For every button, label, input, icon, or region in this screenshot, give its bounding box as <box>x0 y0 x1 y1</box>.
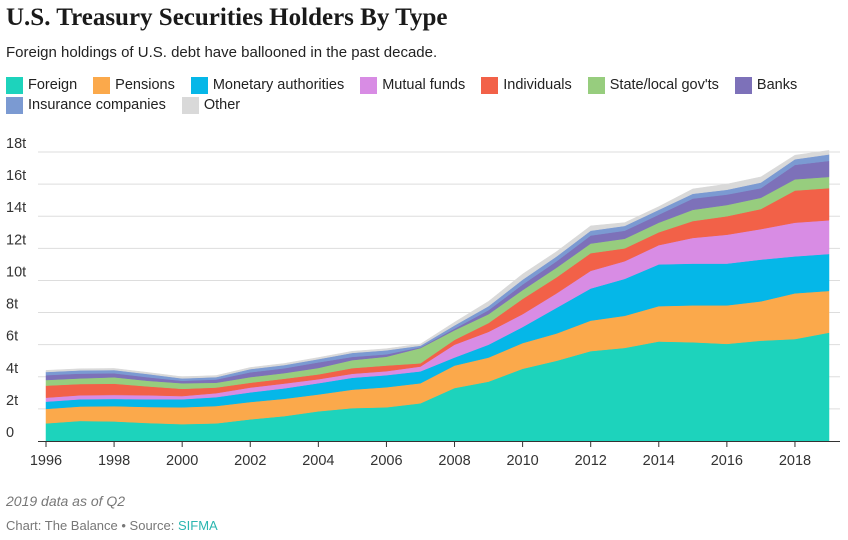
legend-item-individuals: Individuals <box>481 76 572 94</box>
chart-credit: Chart: The Balance • Source: SIFMA <box>6 518 218 533</box>
chart-title: U.S. Treasury Securities Holders By Type <box>6 4 448 31</box>
x-tick-label: 2006 <box>370 453 402 469</box>
legend-item-other: Other <box>181 96 241 114</box>
y-tick-label: 14t <box>6 200 26 216</box>
legend-item-banks: Banks <box>734 76 798 94</box>
x-tick-label: 2000 <box>166 453 198 469</box>
x-tick-label: 2018 <box>779 453 811 469</box>
legend-item-insurance-companies: Insurance companies <box>6 96 166 114</box>
x-tick-label: 2016 <box>711 453 743 469</box>
legend-label: Insurance companies <box>28 97 166 113</box>
x-tick-label: 2002 <box>234 453 266 469</box>
legend-swatch <box>481 76 499 94</box>
legend-swatch <box>6 96 23 114</box>
x-tick-label: 2014 <box>643 453 675 469</box>
legend-swatch <box>6 76 23 94</box>
legend-swatch <box>360 76 378 94</box>
legend-label: Foreign <box>28 77 78 93</box>
data-note: 2019 data as of Q2 <box>6 493 126 509</box>
legend-item-foreign: Foreign <box>6 76 78 94</box>
chart-legend: Foreign Pensions Monetary authorities Mutua… <box>6 76 842 114</box>
legend-label: Pensions <box>115 77 175 93</box>
legend-label: Mutual funds <box>382 77 466 93</box>
x-tick-label: 1996 <box>30 453 62 469</box>
area-other <box>45 150 830 379</box>
y-tick-label: 8t <box>6 297 18 313</box>
x-tick-label: 2012 <box>575 453 607 469</box>
x-tick-label: 1998 <box>98 453 130 469</box>
legend-swatch <box>181 96 199 114</box>
y-tick-label: 10t <box>6 264 26 280</box>
axes: 0 2t 4t 6t 8t 10t 12t 14t 16t 18t 1996 1998 2000 2002… <box>6 136 840 469</box>
x-tick-label: 2008 <box>438 453 470 469</box>
legend-item-pensions: Pensions <box>93 76 175 94</box>
chart-subtitle: Foreign holdings of U.S. debt have ballo… <box>6 44 438 61</box>
credit-prefix: Chart: The Balance • Source: <box>6 518 178 533</box>
area-series <box>45 150 830 442</box>
y-tick-label: 16t <box>6 168 26 184</box>
legend-item-state-local-gov-ts: State/local gov'ts <box>587 76 719 94</box>
x-tick-label: 2004 <box>302 453 334 469</box>
legend-swatch <box>587 76 605 94</box>
y-tick-label: 4t <box>6 361 18 377</box>
legend-item-monetary-authorities: Monetary authorities <box>190 76 345 94</box>
legend-swatch <box>734 76 752 94</box>
legend-label: Other <box>203 97 241 113</box>
y-tick-label: 0 <box>6 425 14 441</box>
legend-label: Banks <box>756 77 798 93</box>
x-tick-label: 2010 <box>506 453 538 469</box>
legend-label: Monetary authorities <box>212 77 345 93</box>
y-tick-label: 2t <box>6 393 18 409</box>
legend-label: Individuals <box>503 77 572 93</box>
legend-swatch <box>190 76 208 94</box>
legend-item-mutual-funds: Mutual funds <box>360 76 466 94</box>
y-tick-label: 12t <box>6 232 26 248</box>
stacked-area-chart: 0 2t 4t 6t 8t 10t 12t 14t 16t 18t 1996 1998 2000 2002… <box>6 136 840 469</box>
legend-swatch <box>93 76 111 94</box>
source-link[interactable]: SIFMA <box>177 518 218 533</box>
y-tick-label: 6t <box>6 329 18 345</box>
legend-label: State/local gov'ts <box>609 77 719 93</box>
y-tick-label: 18t <box>6 136 26 152</box>
